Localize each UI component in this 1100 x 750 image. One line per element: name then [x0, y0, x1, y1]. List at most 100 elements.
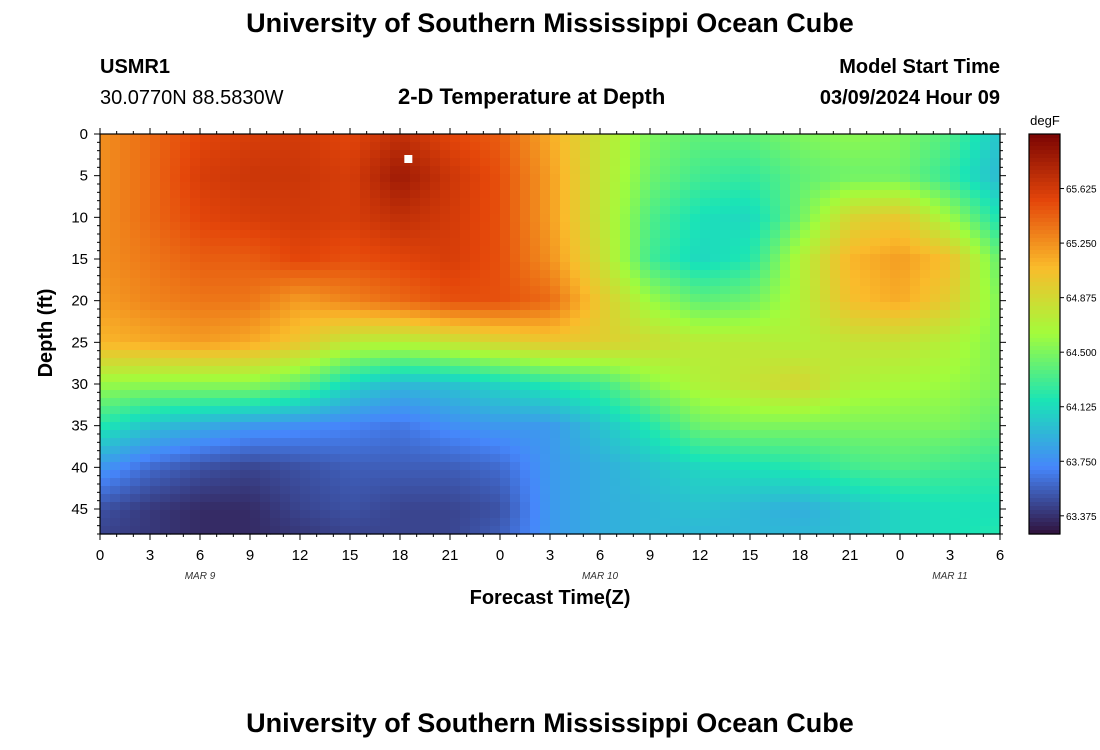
heatmap-cell [880, 406, 891, 415]
heatmap-cell [160, 294, 171, 303]
heatmap-cell [530, 238, 541, 247]
heatmap-cell [170, 182, 181, 191]
heatmap-cell [850, 390, 861, 399]
heatmap-cell [500, 486, 511, 495]
heatmap-cell [570, 350, 581, 359]
heatmap-cell [190, 502, 201, 511]
heatmap-cell [610, 238, 621, 247]
heatmap-cell [280, 238, 291, 247]
heatmap-cell [200, 262, 211, 271]
heatmap-cell [610, 214, 621, 223]
heatmap-cell [570, 382, 581, 391]
heatmap-cell [950, 454, 961, 463]
heatmap-cell [130, 222, 141, 231]
heatmap-cell [510, 278, 521, 287]
heatmap-cell [150, 342, 161, 351]
heatmap-cell [800, 382, 811, 391]
heatmap-cell [800, 310, 811, 319]
heatmap-cell [610, 350, 621, 359]
heatmap-cell [730, 134, 741, 143]
heatmap-cell [970, 510, 981, 519]
heatmap-cell [740, 438, 751, 447]
heatmap-cell [790, 174, 801, 183]
heatmap-cell [780, 326, 791, 335]
heatmap-cell [210, 470, 221, 479]
heatmap-cell [290, 510, 301, 519]
heatmap-cell [990, 398, 1001, 407]
heatmap-cell [380, 206, 391, 215]
heatmap-cell [220, 438, 231, 447]
colorbar-segment [1029, 350, 1060, 355]
heatmap-cell [900, 270, 911, 279]
heatmap-cell [110, 390, 121, 399]
heatmap-cell [130, 478, 141, 487]
heatmap-cell [920, 462, 931, 471]
heatmap-cell [840, 374, 851, 383]
heatmap-cell [370, 318, 381, 327]
heatmap-cell [640, 254, 651, 263]
heatmap-cell [160, 494, 171, 503]
heatmap-cell [310, 158, 321, 167]
heatmap-cell [770, 270, 781, 279]
heatmap-cell [230, 190, 241, 199]
heatmap-cell [620, 398, 631, 407]
heatmap-cell [760, 142, 771, 151]
heatmap-cell [490, 318, 501, 327]
heatmap-cell [330, 326, 341, 335]
heatmap-cell [270, 310, 281, 319]
heatmap-cell [890, 478, 901, 487]
heatmap-cell [140, 462, 151, 471]
heatmap-cell [380, 294, 391, 303]
heatmap-cell [200, 374, 211, 383]
heatmap-cell [810, 206, 821, 215]
heatmap-cell [450, 414, 461, 423]
heatmap-cell [100, 374, 111, 383]
heatmap-cell [810, 462, 821, 471]
heatmap-cell [170, 342, 181, 351]
heatmap-cell [120, 270, 131, 279]
heatmap-cell [250, 358, 261, 367]
heatmap-cell [740, 174, 751, 183]
heatmap-cell [310, 486, 321, 495]
heatmap-cell [890, 286, 901, 295]
heatmap-cell [710, 342, 721, 351]
heatmap-cell [740, 158, 751, 167]
heatmap-cell [250, 198, 261, 207]
heatmap-cell [210, 518, 221, 527]
heatmap-cell [520, 390, 531, 399]
heatmap-cell [860, 382, 871, 391]
heatmap-cell [540, 142, 551, 151]
heatmap-cell [330, 430, 341, 439]
heatmap-cell [420, 294, 431, 303]
heatmap-cell [300, 198, 311, 207]
heatmap-cell [370, 430, 381, 439]
heatmap-cell [430, 414, 441, 423]
heatmap-cell [930, 526, 941, 535]
heatmap-cell [700, 526, 711, 535]
heatmap-cell [680, 494, 691, 503]
heatmap-cell [140, 454, 151, 463]
heatmap-cell [820, 486, 831, 495]
heatmap-cell [960, 414, 971, 423]
heatmap-cell [460, 414, 471, 423]
heatmap-cell [670, 214, 681, 223]
heatmap-cell [930, 190, 941, 199]
heatmap-cell [930, 486, 941, 495]
heatmap-cell [570, 270, 581, 279]
heatmap-cell [190, 430, 201, 439]
heatmap-cell [200, 406, 211, 415]
heatmap-cell [610, 174, 621, 183]
heatmap-cell [580, 454, 591, 463]
heatmap-cell [390, 206, 401, 215]
heatmap-cell [550, 430, 561, 439]
heatmap-cell [930, 206, 941, 215]
heatmap-cell [240, 134, 251, 143]
heatmap-cell [140, 366, 151, 375]
heatmap-cell [250, 182, 261, 191]
heatmap-cell [340, 518, 351, 527]
heatmap-cell [150, 398, 161, 407]
heatmap-cell [100, 414, 111, 423]
heatmap-cell [790, 206, 801, 215]
heatmap-cell [220, 214, 231, 223]
heatmap-cell [220, 518, 231, 527]
